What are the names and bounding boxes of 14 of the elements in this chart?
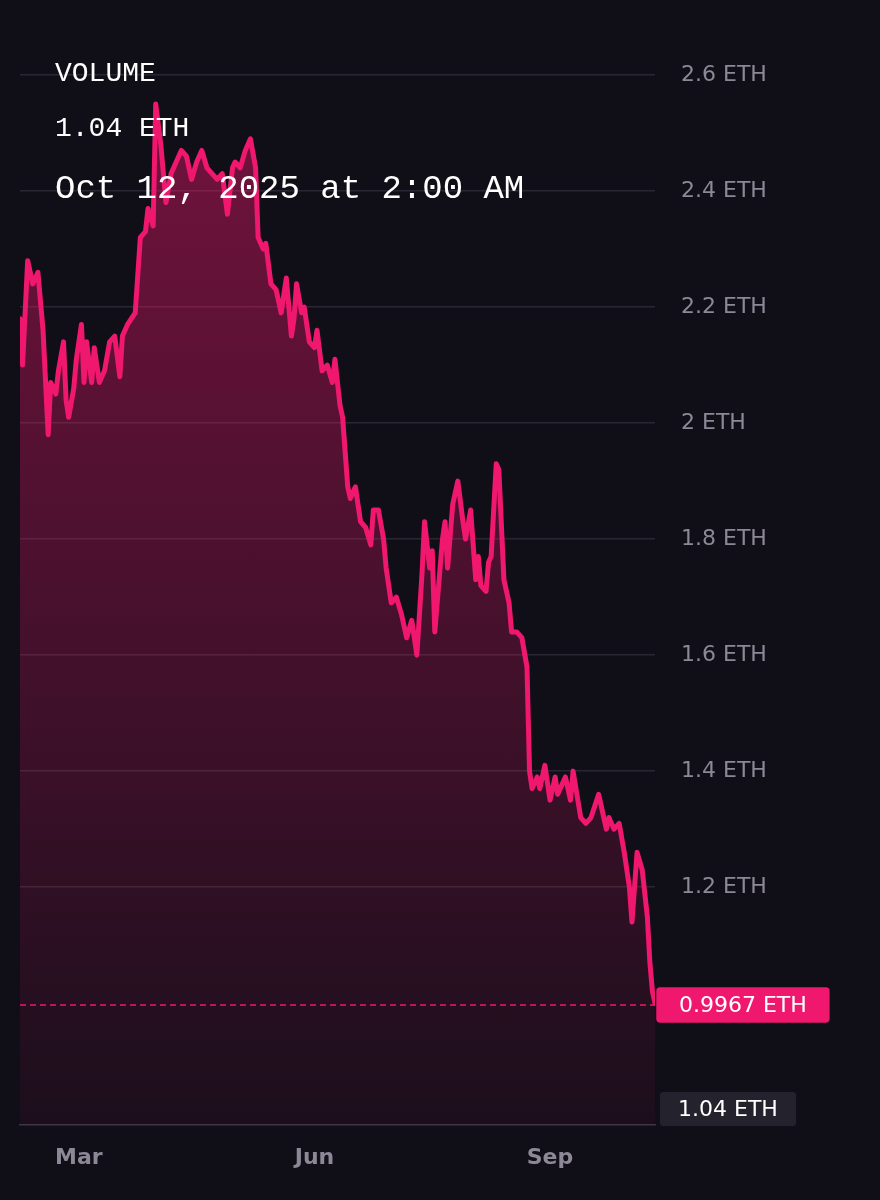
x-tick-label: Jun	[292, 1143, 335, 1169]
x-tick-label: Sep	[526, 1143, 574, 1169]
ref-line-label: 0.9967 ETH	[679, 991, 807, 1017]
y-tick-label: 1.6 ETH	[681, 640, 767, 666]
y-tick-label: 1.4 ETH	[681, 756, 767, 782]
y-tick-label: 2 ETH	[681, 408, 746, 434]
x-tick-label: Mar	[55, 1143, 103, 1169]
y-tick-label: 2.4 ETH	[681, 176, 767, 202]
y-tick-label: 1.2 ETH	[681, 872, 767, 898]
text: 1.04 ETH	[660, 1092, 796, 1126]
y-tick-label: 2.6 ETH	[681, 60, 767, 86]
y-tick-label: 1.8 ETH	[681, 524, 767, 550]
y-tick-label: 2.2 ETH	[681, 292, 767, 318]
annotation: VOLUME	[55, 58, 156, 89]
